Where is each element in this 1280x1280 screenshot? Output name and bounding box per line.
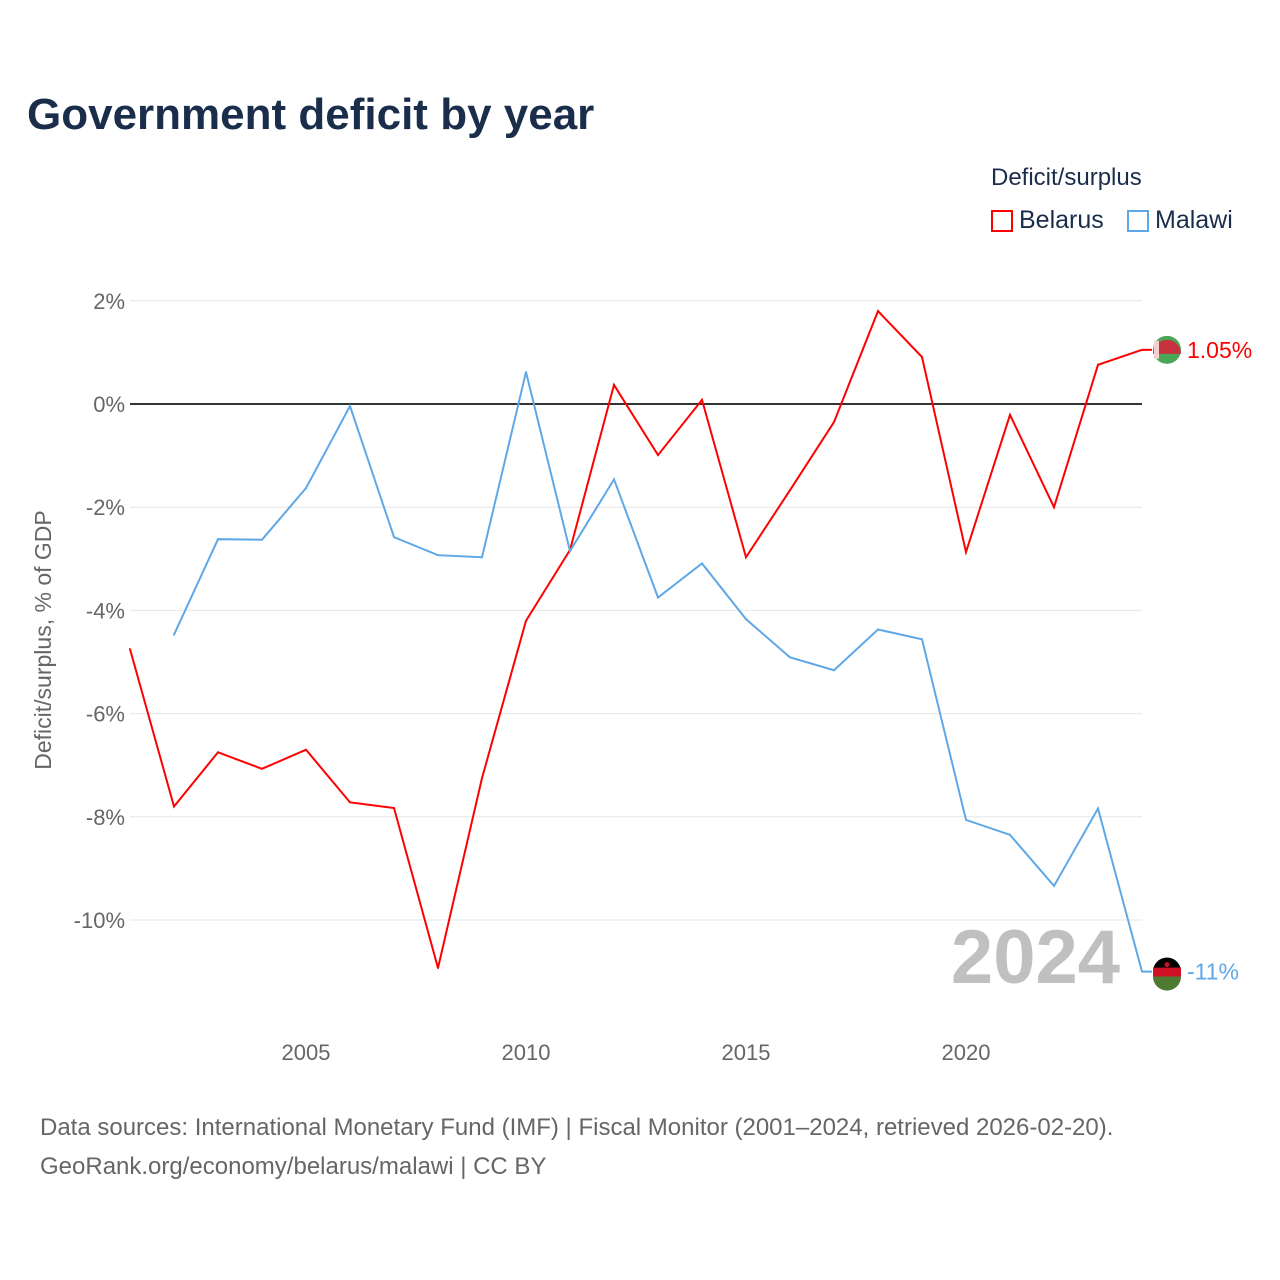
- data-point: [305, 487, 307, 490]
- data-point: [349, 405, 351, 408]
- data-point: [833, 421, 835, 424]
- data-point: [305, 748, 307, 751]
- series-line-malawi: [173, 371, 1143, 972]
- data-point: [525, 371, 527, 374]
- data-point: [965, 551, 967, 554]
- footer: Data sources: International Monetary Fun…: [40, 1108, 1113, 1186]
- data-point: [745, 556, 747, 559]
- x-tick-label: 2010: [502, 1040, 551, 1065]
- legend-swatch-malawi: [1127, 209, 1149, 232]
- end-value-label: -11%: [1187, 959, 1239, 985]
- data-point: [569, 550, 571, 553]
- data-point: [1009, 413, 1011, 416]
- data-point: [261, 767, 263, 770]
- data-point: [789, 489, 791, 492]
- legend-label: Malawi: [1155, 206, 1233, 234]
- data-point: [437, 966, 439, 969]
- data-point: [173, 805, 175, 808]
- chart-title: Government deficit by year: [27, 90, 595, 139]
- belarus-flag-ornament: [1154, 340, 1159, 359]
- malawi-flag-sun: [1164, 962, 1170, 968]
- data-point: [349, 801, 351, 804]
- data-point: [745, 618, 747, 621]
- end-value-label: 1.05%: [1187, 337, 1252, 363]
- y-tick-label: -4%: [86, 598, 125, 623]
- data-point: [613, 478, 615, 481]
- source-link[interactable]: GeoRank.org/economy/belarus/malawi | CC …: [40, 1153, 547, 1180]
- x-tick-label: 2015: [722, 1040, 771, 1065]
- malawi-flag-green: [1153, 976, 1181, 991]
- data-point: [217, 751, 219, 754]
- data-point: [481, 777, 483, 780]
- data-point: [657, 596, 659, 599]
- data-point: [217, 538, 219, 541]
- malawi-flag-red: [1153, 967, 1181, 977]
- data-point: [877, 628, 879, 631]
- legend-item-belarus[interactable]: Belarus: [991, 206, 1104, 235]
- data-point: [613, 383, 615, 386]
- data-point: [657, 454, 659, 457]
- data-point: [393, 536, 395, 539]
- legend-item-malawi[interactable]: Malawi: [1127, 206, 1233, 235]
- data-point: [1053, 506, 1055, 509]
- data-point: [701, 562, 703, 565]
- data-point: [1053, 884, 1055, 887]
- data-point: [789, 656, 791, 659]
- y-tick-label: -10%: [74, 908, 125, 933]
- data-point: [921, 638, 923, 641]
- legend-title: Deficit/surplus: [991, 164, 1142, 191]
- y-tick-label: -6%: [86, 702, 125, 727]
- legend-label: Belarus: [1019, 206, 1104, 234]
- y-tick-label: 2%: [93, 289, 125, 314]
- data-point: [437, 554, 439, 557]
- y-tick-label: -8%: [86, 805, 125, 830]
- y-tick-label: 0%: [93, 392, 125, 417]
- data-point: [833, 669, 835, 672]
- legend-swatch-belarus: [991, 209, 1013, 232]
- data-point: [525, 619, 527, 622]
- data-point: [129, 648, 131, 651]
- data-point: [1097, 363, 1099, 366]
- data-point: [921, 356, 923, 359]
- data-point: [481, 556, 483, 559]
- data-point: [1097, 807, 1099, 810]
- data-sources: Data sources: International Monetary Fun…: [40, 1114, 1114, 1141]
- series-line-belarus: [129, 309, 1143, 969]
- year-watermark: 2024: [951, 915, 1120, 1000]
- data-point: [701, 398, 703, 401]
- belarus-flag-red: [1153, 339, 1181, 354]
- data-point: [261, 538, 263, 541]
- data-point: [877, 310, 879, 313]
- x-tick-label: 2005: [282, 1040, 331, 1065]
- data-point: [393, 807, 395, 810]
- data-point: [965, 818, 967, 821]
- y-tick-label: -2%: [86, 495, 125, 520]
- y-axis-label: Deficit/surplus, % of GDP: [30, 510, 56, 769]
- data-point: [173, 633, 175, 636]
- data-point: [1009, 833, 1011, 836]
- x-tick-label: 2020: [942, 1040, 991, 1065]
